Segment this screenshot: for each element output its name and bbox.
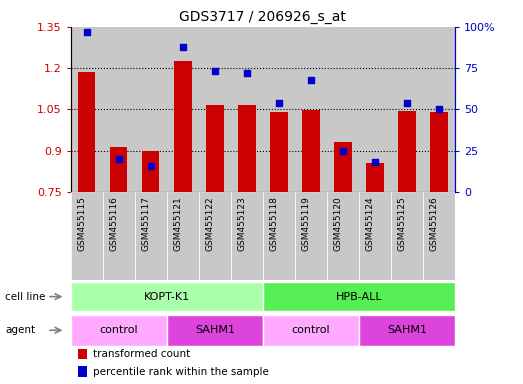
Bar (295, 27, 327, 192)
Text: GSM455120: GSM455120 (334, 197, 343, 251)
Bar (295, 192, 327, 280)
Text: GSM455124: GSM455124 (366, 197, 375, 251)
Point (371, 159, 379, 166)
Text: GSM455116: GSM455116 (110, 197, 119, 251)
Point (115, 156, 123, 162)
Bar (71, 192, 103, 280)
Bar (231, 27, 263, 192)
Bar (71, 27, 103, 192)
Bar (327, 192, 359, 280)
Bar (135, 192, 167, 280)
Text: GSM455119: GSM455119 (302, 197, 311, 251)
Bar (134, 27, 167, 192)
Bar (167, 192, 199, 280)
Text: GSM455126: GSM455126 (430, 197, 439, 251)
Point (306, 77, 315, 83)
Bar (398, 111, 416, 192)
Point (211, 68, 219, 74)
Bar (142, 151, 160, 192)
Text: GSM455115: GSM455115 (77, 197, 87, 251)
Bar (167, 315, 263, 346)
Bar (334, 142, 351, 192)
Text: GSM455117: GSM455117 (142, 197, 151, 251)
Bar (423, 192, 455, 280)
Point (339, 148, 347, 154)
Bar (103, 27, 134, 192)
Text: cell line: cell line (5, 291, 46, 302)
Text: SAHM1: SAHM1 (195, 325, 235, 335)
Text: control: control (99, 325, 138, 335)
Text: GSM455121: GSM455121 (174, 197, 183, 251)
Point (435, 106, 443, 113)
Bar (78, 349, 87, 359)
Bar (78, 72, 95, 192)
Text: GSM455123: GSM455123 (238, 197, 247, 251)
Point (83, 29, 91, 35)
Bar (263, 192, 295, 280)
Bar (366, 163, 384, 192)
Point (275, 100, 283, 106)
Point (243, 70, 251, 76)
Bar (270, 112, 288, 192)
Text: GSM455122: GSM455122 (206, 197, 215, 251)
Bar (231, 192, 263, 280)
Bar (206, 105, 223, 192)
Bar (71, 282, 263, 311)
Bar (302, 110, 320, 192)
Bar (391, 192, 423, 280)
Title: GDS3717 / 206926_s_at: GDS3717 / 206926_s_at (179, 10, 346, 25)
Bar (359, 315, 455, 346)
Text: GSM455118: GSM455118 (270, 197, 279, 251)
Text: GSM455125: GSM455125 (398, 197, 407, 251)
Bar (327, 27, 359, 192)
Bar (391, 27, 423, 192)
Bar (199, 192, 231, 280)
Bar (263, 315, 359, 346)
Text: agent: agent (5, 325, 36, 335)
Point (403, 100, 411, 106)
Point (146, 162, 155, 169)
Bar (359, 27, 391, 192)
Bar (359, 192, 391, 280)
Bar (110, 147, 128, 192)
Text: control: control (291, 325, 330, 335)
Text: percentile rank within the sample: percentile rank within the sample (94, 366, 269, 377)
Bar (174, 61, 191, 192)
Bar (103, 192, 135, 280)
Text: HPB-ALL: HPB-ALL (336, 291, 382, 302)
Bar (423, 27, 455, 192)
Text: KOPT-K1: KOPT-K1 (144, 291, 190, 302)
Bar (78, 366, 87, 377)
Bar (238, 105, 256, 192)
Bar (199, 27, 231, 192)
Bar (263, 282, 455, 311)
Bar (167, 27, 199, 192)
Bar (263, 27, 295, 192)
Point (178, 44, 187, 50)
Bar (430, 112, 448, 192)
Text: transformed count: transformed count (94, 349, 191, 359)
Bar (71, 315, 167, 346)
Text: SAHM1: SAHM1 (387, 325, 427, 335)
